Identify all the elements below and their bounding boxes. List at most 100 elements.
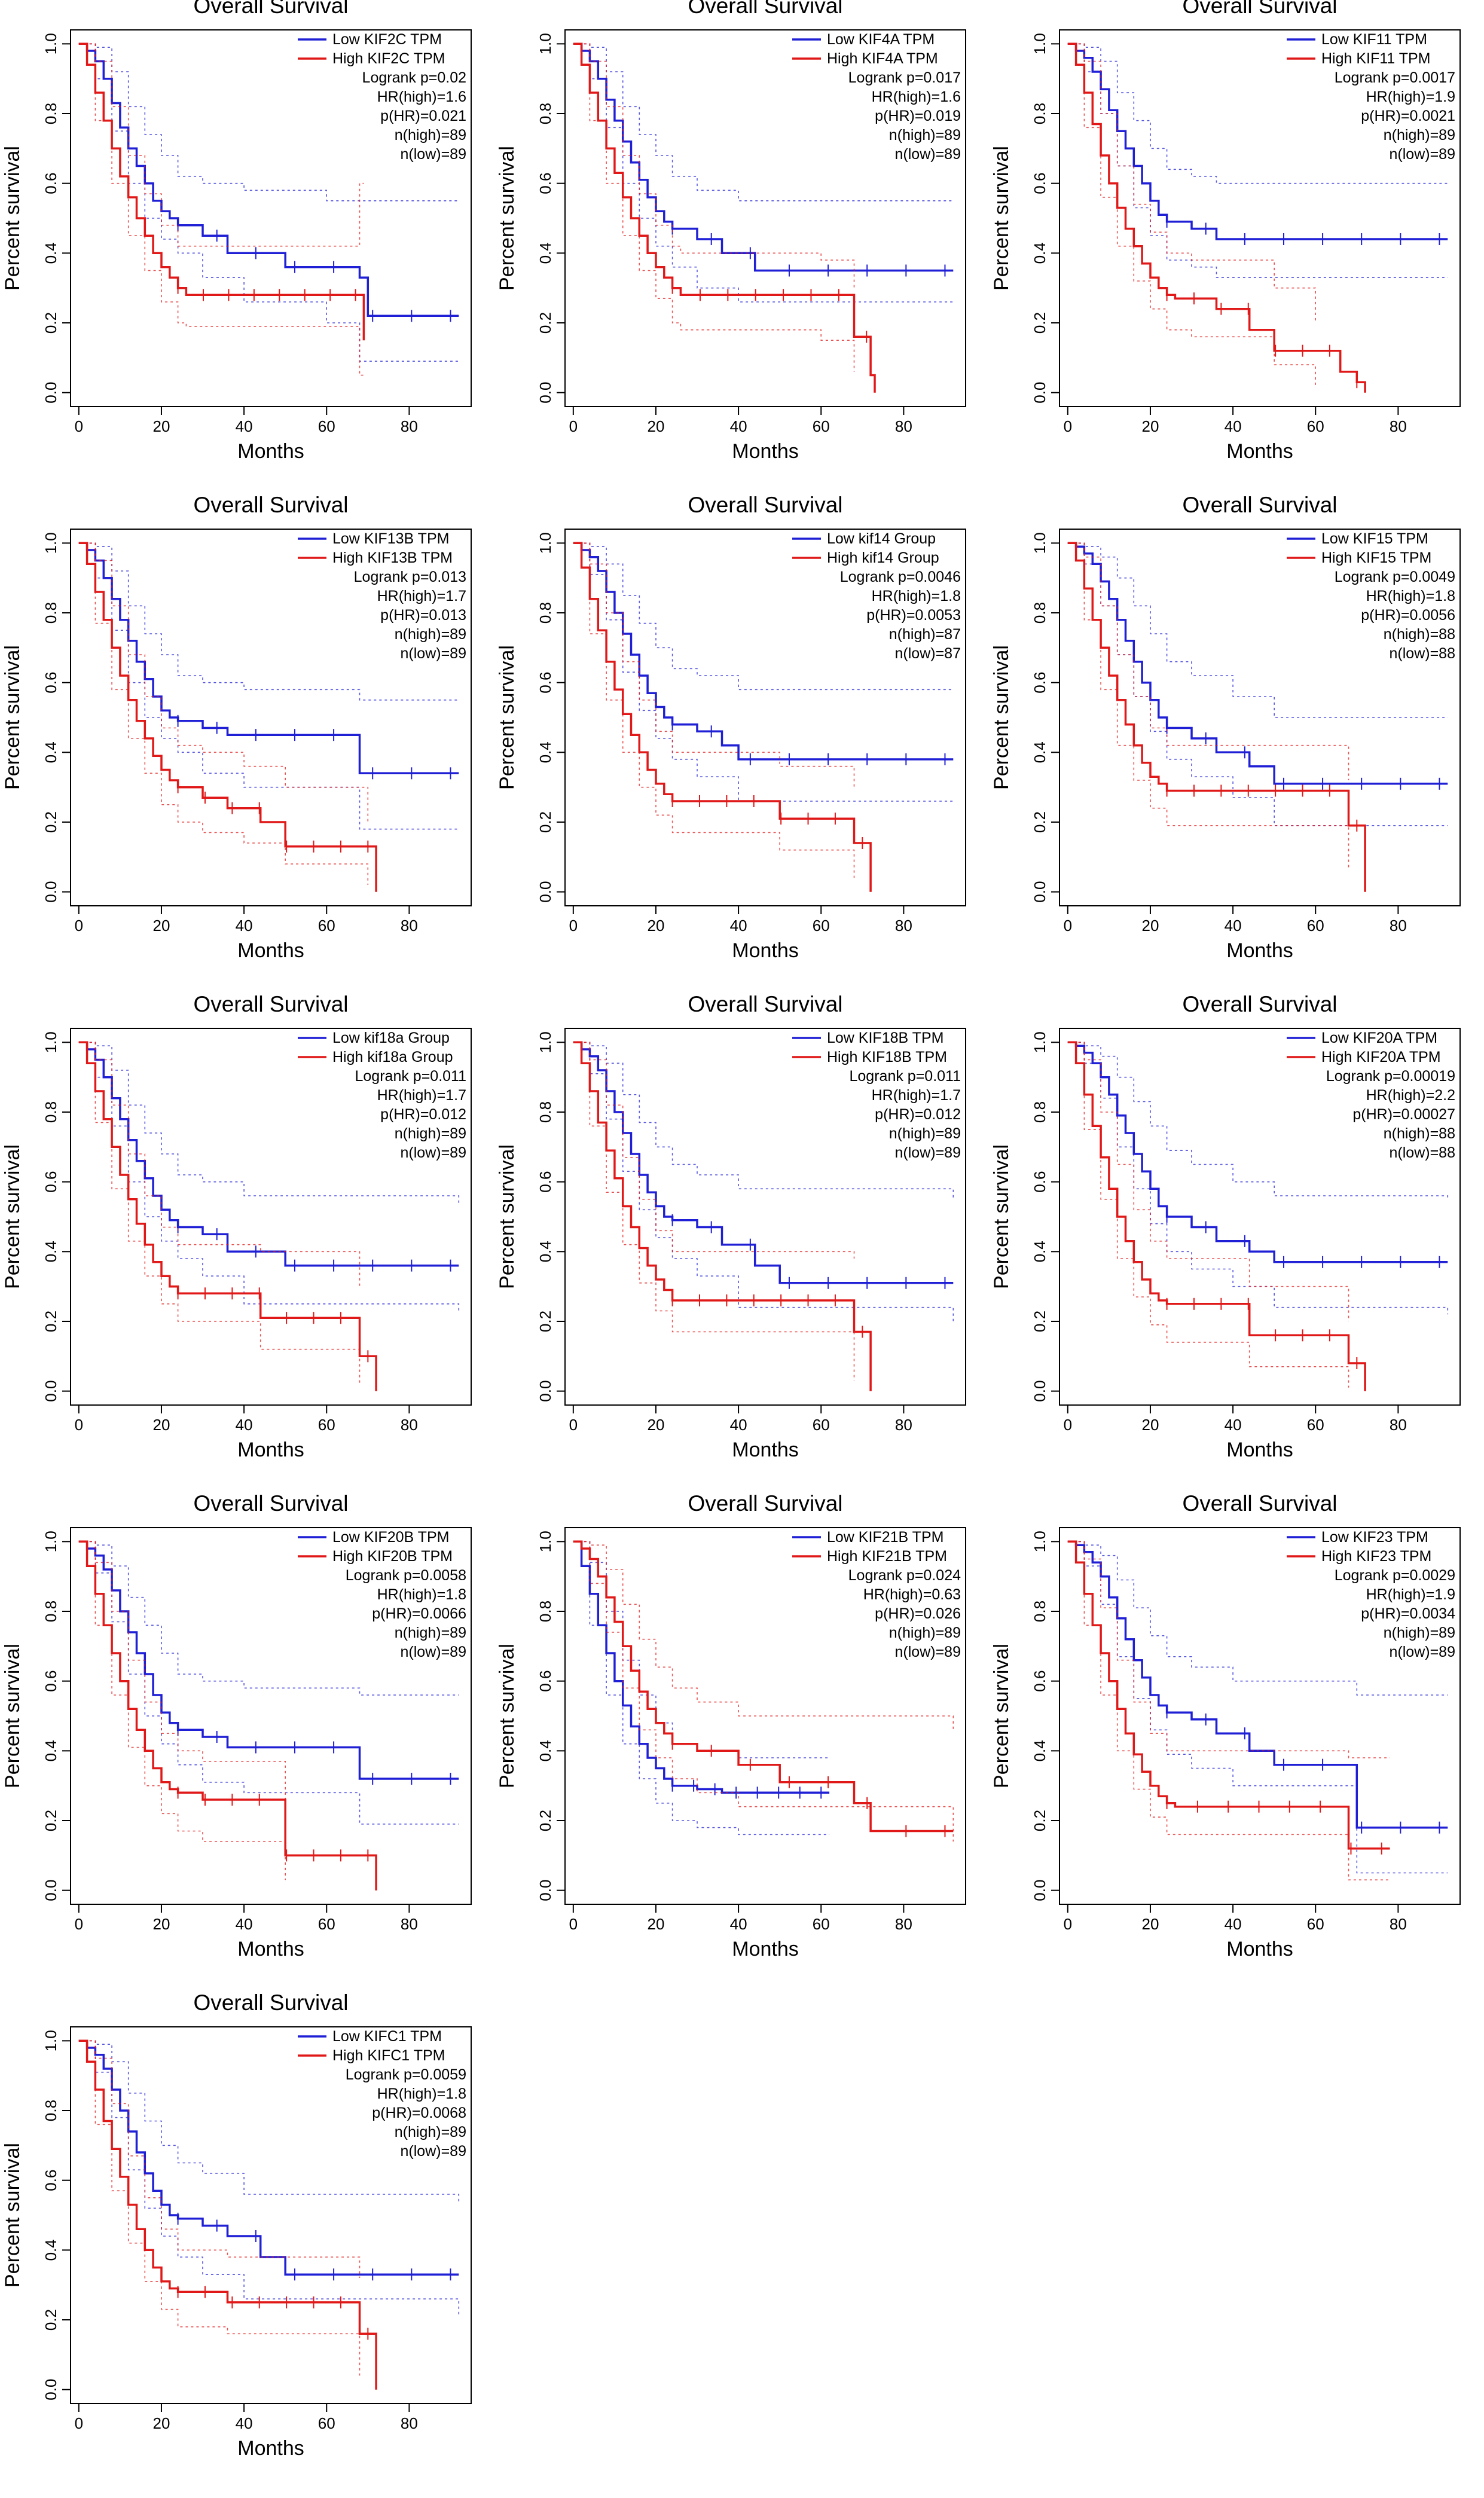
- x-tick-label: 20: [152, 917, 170, 935]
- chart-title: Overall Survival: [688, 992, 842, 1016]
- y-tick-label: 0.0: [42, 1381, 60, 1402]
- stat-annotation: HR(high)=1.8: [1366, 588, 1455, 604]
- survival-plot: Overall Survival 0 20 40 60 80 0.0 0.2 0.4 0.6 0.8…: [990, 1491, 1461, 1960]
- survival-curve: [573, 42, 876, 393]
- x-tick-label: 80: [401, 917, 418, 935]
- ci-lower-line: [78, 2040, 361, 2376]
- y-tick-label: 0.2: [42, 811, 60, 833]
- stat-annotation: p(HR)=0.021: [380, 108, 466, 124]
- ci-upper-line: [1067, 542, 1448, 718]
- stat-annotation: HR(high)=1.8: [377, 1586, 466, 1603]
- y-tick-label: 0.6: [1031, 1671, 1049, 1692]
- ci-upper-line: [1067, 1042, 1349, 1321]
- y-tick-label: 1.0: [1031, 1531, 1049, 1552]
- y-tick-label: 0.0: [42, 881, 60, 903]
- x-tick-label: 80: [401, 417, 418, 435]
- x-tick-label: 60: [318, 1915, 335, 1933]
- x-tick-label: 40: [730, 1416, 747, 1434]
- y-tick-label: 0.0: [1031, 1381, 1049, 1402]
- x-tick-label: 60: [813, 417, 830, 435]
- legend-label: High KIF20B TPM: [332, 1548, 453, 1565]
- legend-label: Low KIF21B TPM: [827, 1529, 943, 1546]
- x-tick-label: 80: [401, 1416, 418, 1434]
- x-tick-label: 20: [647, 417, 664, 435]
- stat-annotation: n(high)=89: [395, 1624, 466, 1641]
- survival-curve: [78, 2039, 459, 2276]
- ci-upper-line: [573, 542, 954, 691]
- stat-annotation: n(low)=89: [895, 1144, 961, 1161]
- y-tick-label: 0.0: [42, 1880, 60, 1901]
- x-axis-label: Months: [1226, 1439, 1293, 1461]
- ci-upper-line: [78, 43, 364, 247]
- chart-title: Overall Survival: [193, 493, 348, 517]
- ci-lower-line: [573, 1541, 830, 1836]
- plot-frame: [1059, 1527, 1461, 1905]
- y-tick-label: 0.6: [536, 1171, 554, 1193]
- x-tick-label: 80: [1390, 1416, 1407, 1434]
- legend-label: Low KIF4A TPM: [827, 31, 935, 48]
- y-axis-label: Percent survival: [1, 146, 24, 291]
- y-tick-label: 0.0: [1031, 382, 1049, 404]
- survival-curve: [573, 542, 872, 892]
- x-tick-label: 40: [730, 417, 747, 435]
- y-axis-label: Percent survival: [990, 1144, 1013, 1289]
- low-expression-series: [573, 542, 954, 802]
- survival-curve: [1067, 1540, 1390, 1850]
- stat-annotation: n(low)=89: [401, 1144, 466, 1161]
- stat-annotation: p(HR)=0.0068: [372, 2105, 466, 2121]
- plot-frame: [1059, 529, 1461, 906]
- y-tick-label: 0.8: [536, 1101, 554, 1123]
- y-tick-label: 0.2: [536, 1810, 554, 1831]
- x-tick-label: 60: [1307, 1915, 1324, 1933]
- x-axis-label: Months: [732, 1938, 799, 1960]
- high-expression-series: [78, 42, 365, 376]
- y-tick-label: 0.4: [1031, 1740, 1049, 1761]
- legend-label: High kif14 Group: [827, 549, 939, 566]
- legend-label: High KIFC1 TPM: [332, 2047, 445, 2064]
- chart-title: Overall Survival: [1182, 493, 1337, 517]
- survival-plot: Overall Survival 0 20 40 60 80 0.0 0.2 0.4 0.6 0.8…: [990, 0, 1461, 463]
- high-expression-series: [1067, 42, 1366, 393]
- x-tick-label: 60: [813, 917, 830, 935]
- y-tick-label: 0.8: [536, 1601, 554, 1622]
- y-tick-label: 0.2: [536, 312, 554, 334]
- ci-lower-line: [1067, 43, 1448, 278]
- legend-label: Low KIF2C TPM: [332, 31, 442, 48]
- y-tick-label: 0.4: [536, 242, 554, 264]
- stat-annotation: Logrank p=0.011: [850, 1068, 961, 1085]
- y-tick-label: 1.0: [42, 2030, 60, 2051]
- survival-plot: Overall Survival 0 20 40 60 80 0.0 0.2 0.4 0.6 0.8…: [496, 992, 966, 1461]
- chart-title: Overall Survival: [688, 493, 842, 517]
- survival-plot: Overall Survival 0 20 40 60 80 0.0 0.2 0.4 0.6 0.8…: [1, 1990, 472, 2460]
- stat-annotation: p(HR)=0.0056: [1361, 607, 1455, 624]
- stat-annotation: p(HR)=0.012: [875, 1106, 961, 1123]
- survival-curve: [1067, 42, 1366, 393]
- y-tick-label: 0.6: [42, 1671, 60, 1692]
- survival-curve: [1067, 42, 1448, 240]
- legend-label: High KIF20A TPM: [1321, 1049, 1441, 1065]
- stat-annotation: HR(high)=1.6: [872, 88, 961, 105]
- x-tick-label: 0: [75, 1915, 83, 1933]
- stat-annotation: n(low)=89: [401, 146, 466, 163]
- survival-panel: Overall Survival 0 20 40 60 80 0.0 0.2 0.4 0.6 0.8…: [494, 493, 989, 998]
- y-tick-label: 1.0: [42, 532, 60, 554]
- x-tick-label: 0: [569, 1915, 578, 1933]
- stat-annotation: p(HR)=0.019: [875, 108, 961, 124]
- survival-plot: Overall Survival 0 20 40 60 80 0.0 0.2 0.4 0.6 0.8…: [496, 1491, 966, 1960]
- x-tick-label: 60: [813, 1416, 830, 1434]
- x-tick-label: 80: [895, 917, 912, 935]
- low-expression-series: [78, 1540, 459, 1825]
- stat-annotation: p(HR)=0.00027: [1352, 1106, 1455, 1123]
- stat-annotation: Logrank p=0.024: [848, 1567, 961, 1584]
- y-axis-label: Percent survival: [496, 645, 518, 790]
- legend-label: High KIF2C TPM: [332, 50, 445, 67]
- survival-panel: Overall Survival 0 20 40 60 80 0.0 0.2 0.4 0.6 0.8…: [494, 0, 989, 499]
- x-axis-label: Months: [1226, 1938, 1293, 1960]
- legend-label: Low KIF20A TPM: [1321, 1030, 1437, 1046]
- plot-frame: [564, 29, 966, 407]
- stat-annotation: n(low)=89: [1390, 1644, 1455, 1660]
- survival-panel: Overall Survival 0 20 40 60 80 0.0 0.2 0.4 0.6 0.8…: [989, 493, 1483, 998]
- y-tick-label: 1.0: [536, 1531, 554, 1552]
- stat-annotation: HR(high)=1.8: [872, 588, 961, 604]
- y-tick-label: 0.4: [42, 242, 60, 264]
